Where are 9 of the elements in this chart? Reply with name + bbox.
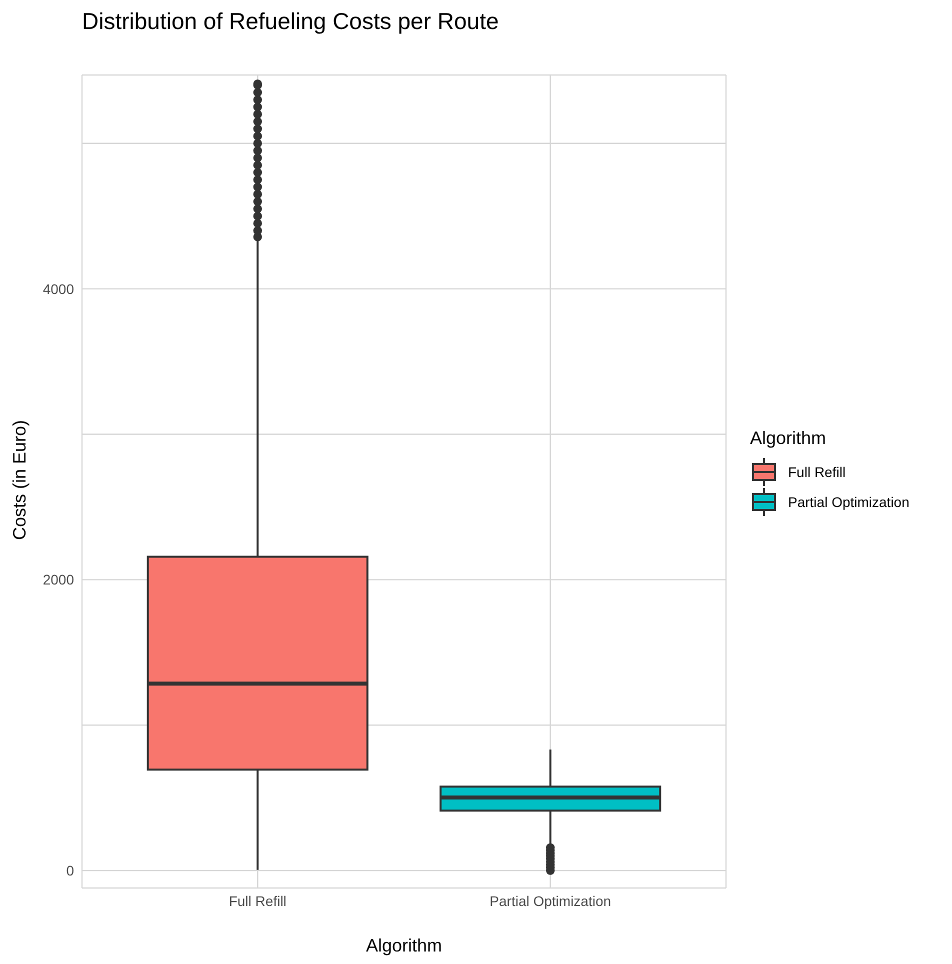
x-axis-title: Algorithm <box>366 936 442 956</box>
y-tick-label: 0 <box>66 862 74 879</box>
y-tick-label: 2000 <box>42 572 74 588</box>
y-axis-title: Costs (in Euro) <box>10 420 30 540</box>
chart-title: Distribution of Refueling Costs per Route <box>82 8 499 35</box>
legend-label: Partial Optimization <box>788 494 910 510</box>
y-tick-label: 4000 <box>42 280 74 297</box>
legend-label: Full Refill <box>788 464 846 480</box>
legend-title: Algorithm <box>750 428 828 449</box>
